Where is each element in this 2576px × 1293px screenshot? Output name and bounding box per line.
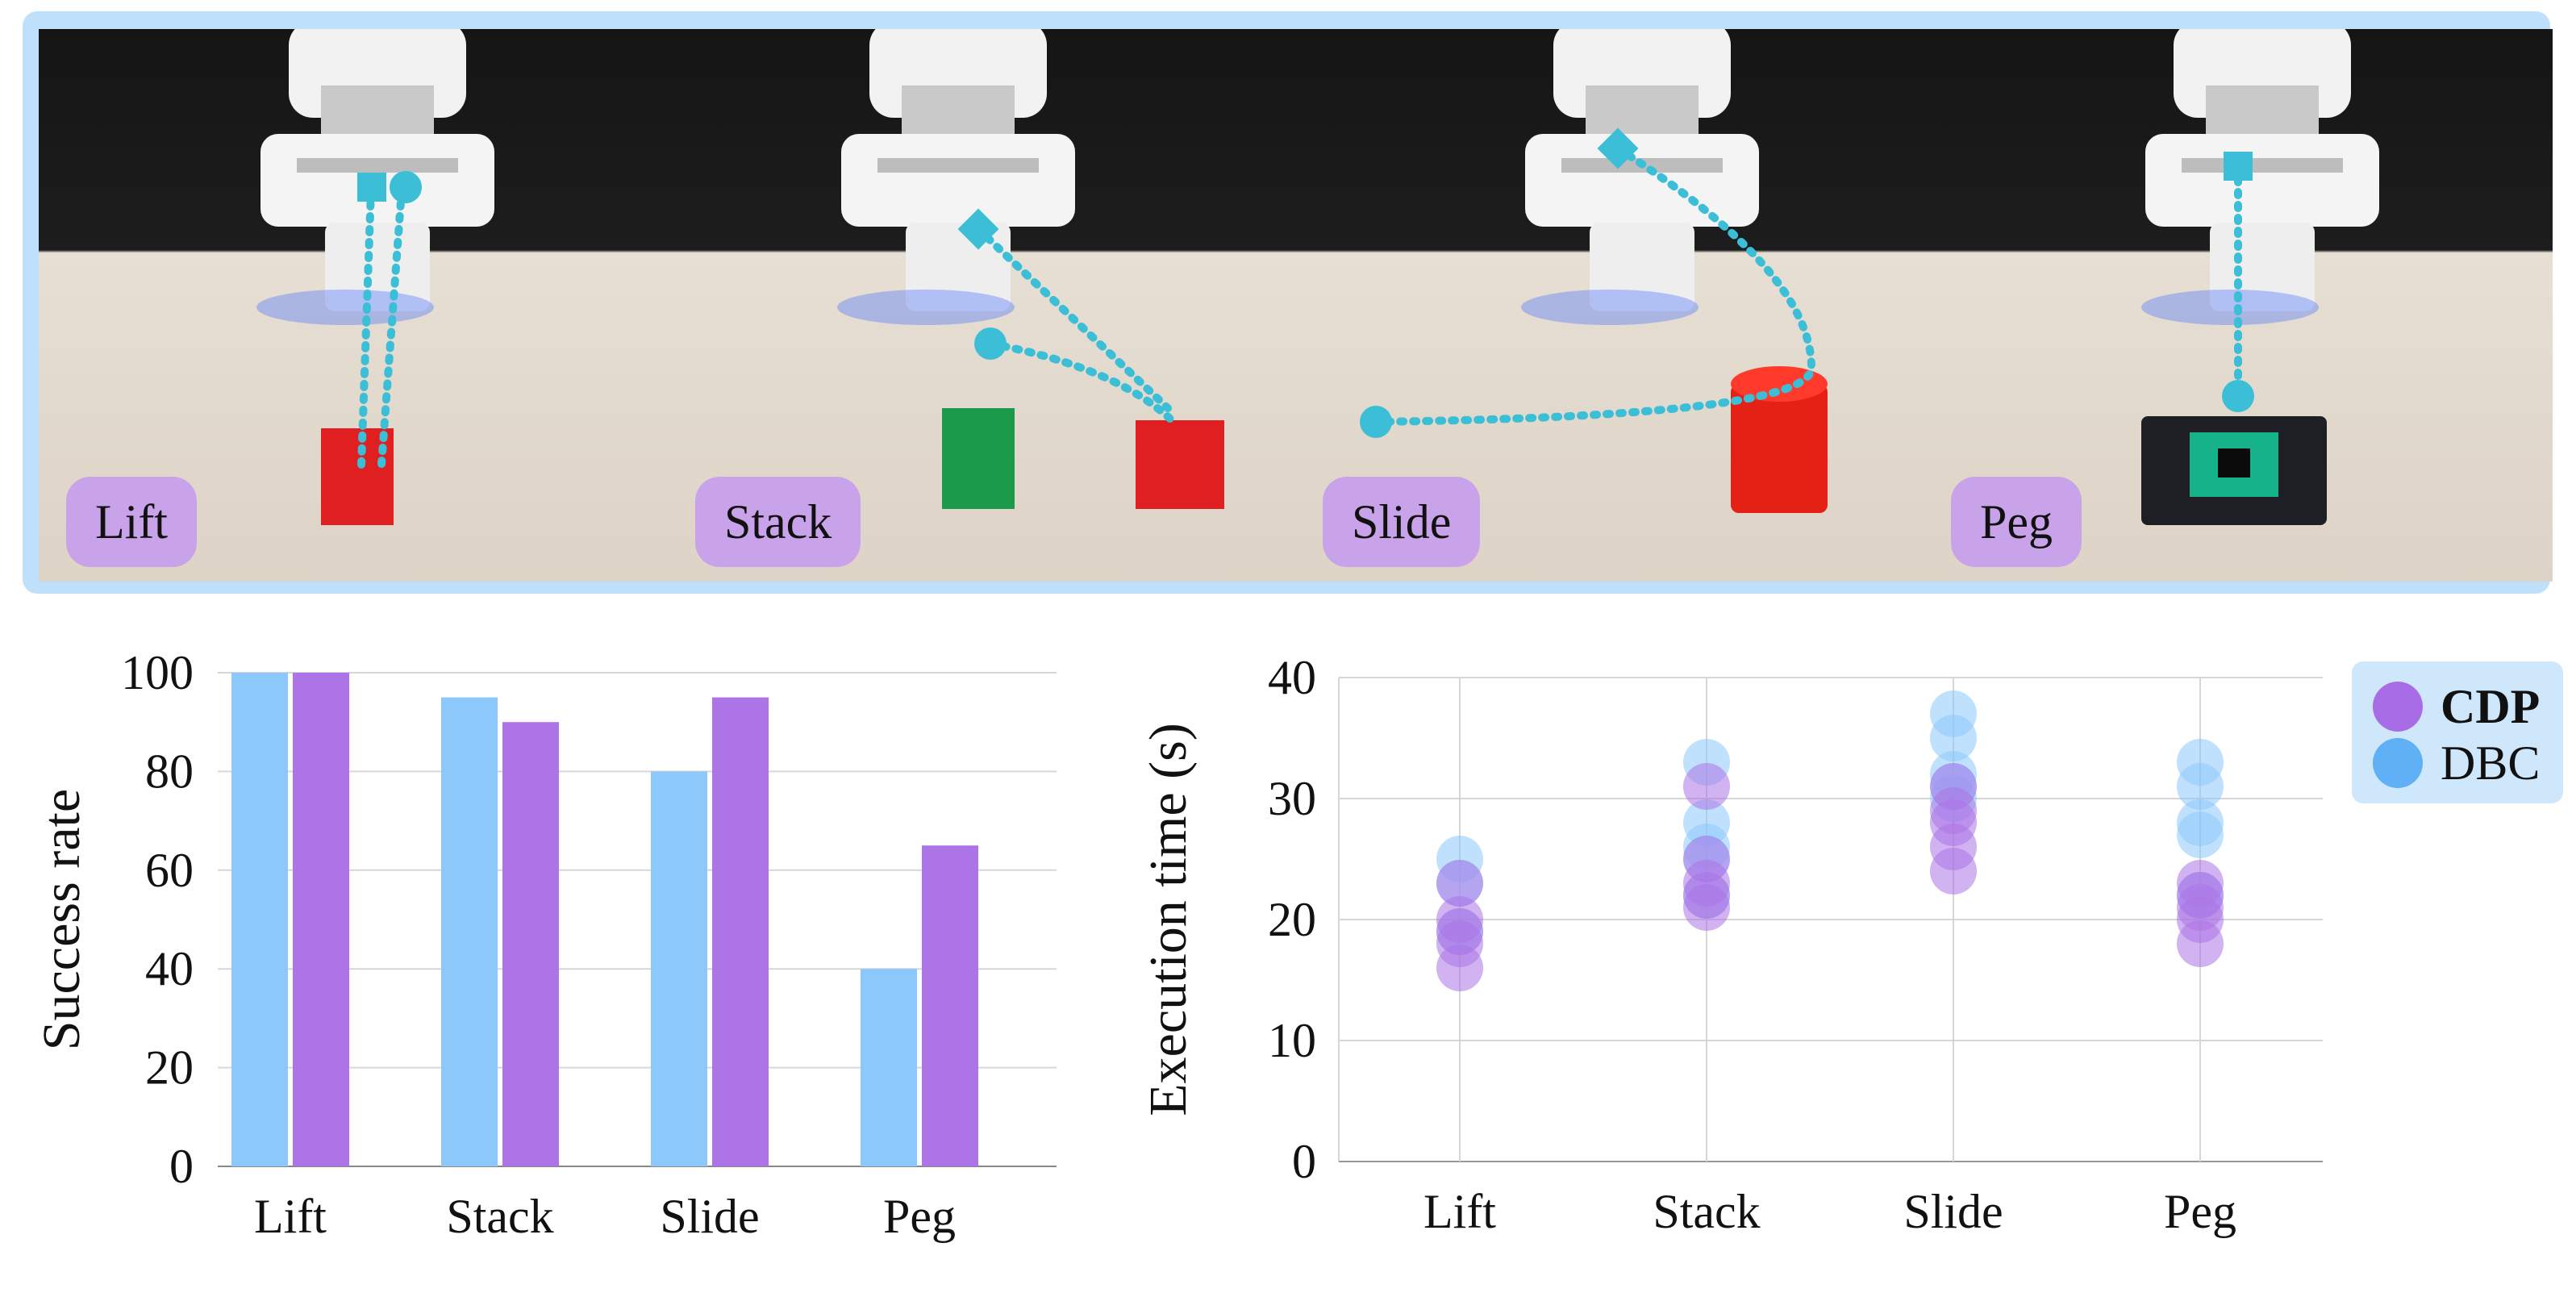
point-cdp-lift <box>1436 860 1483 907</box>
blue-led-glow <box>256 290 434 325</box>
start-marker-diamond <box>957 208 999 250</box>
legend-swatch-cdp <box>2373 682 2423 732</box>
peg-hole <box>2218 448 2250 478</box>
task-label-slide: Slide <box>1323 477 1481 567</box>
legend-item-dbc: DBC <box>2373 736 2540 790</box>
point-cdp-slide <box>1930 848 1977 895</box>
bar-cdp-stack <box>502 722 559 1166</box>
robot-hand <box>1590 223 1694 311</box>
point-cdp-lift <box>1436 945 1483 991</box>
panel-scene <box>1360 29 1828 513</box>
x-tick-label: Stack <box>1653 1185 1760 1238</box>
panel-stack: Stack <box>668 29 1297 582</box>
y-tick-label: 20 <box>1268 893 1316 946</box>
gripper-slot <box>2182 158 2343 173</box>
y-tick-label: 10 <box>1268 1014 1316 1067</box>
x-tick-label: Peg <box>883 1190 956 1243</box>
y-tick-label: 60 <box>145 844 194 897</box>
trajectory-path <box>357 186 375 469</box>
robot-gripper-housing <box>841 134 1075 227</box>
robot-gripper-housing <box>1525 134 1759 227</box>
green-cube <box>942 408 1015 509</box>
y-tick-label: 40 <box>145 942 194 995</box>
y-tick-label: 30 <box>1268 772 1316 825</box>
bar-cdp-slide <box>712 697 769 1166</box>
blue-led-glow <box>837 290 1015 325</box>
blue-led-glow <box>1521 290 1699 325</box>
legend-label-dbc: DBC <box>2441 736 2541 790</box>
x-tick-label: Peg <box>2164 1185 2236 1238</box>
point-dbc-peg <box>2177 811 2224 858</box>
gripper-slot <box>297 158 458 173</box>
robot-hand <box>325 223 430 311</box>
y-axis-label: Success rate <box>32 789 91 1050</box>
goal-marker-circle <box>2222 380 2254 412</box>
y-tick-label: 100 <box>121 646 194 699</box>
trajectory-path <box>974 225 1172 412</box>
y-tick-label: 40 <box>1268 651 1316 704</box>
x-tick-label: Slide <box>660 1190 759 1243</box>
panel-slide: Slide <box>1295 29 1924 582</box>
start-marker-square <box>2224 152 2253 181</box>
point-cdp-peg <box>2177 920 2224 967</box>
bar-dbc-slide <box>651 771 707 1166</box>
legend-swatch-dbc <box>2373 738 2423 788</box>
x-tick-label: Lift <box>1423 1185 1496 1238</box>
robot-gripper-housing <box>2145 134 2379 227</box>
point-dbc-slide <box>1930 715 1977 761</box>
task-label-lift: Lift <box>66 477 197 567</box>
execution-time-scatter-chart: 0 10 20 30 40 Lift Stack Slide Peg Execution time… <box>1139 651 2323 1238</box>
panel-scene <box>837 29 1224 509</box>
success-rate-bar-chart: 0 20 40 60 80 100 Lift Stack Slide Peg Success rat… <box>32 646 1057 1243</box>
y-axis-label: Execution time (s) <box>1139 723 1198 1116</box>
legend-label-cdp: CDP <box>2441 679 2541 733</box>
blue-led-glow <box>2141 290 2319 325</box>
bar-dbc-lift <box>231 673 288 1166</box>
legend: CDP DBC <box>2352 661 2563 803</box>
red-cylinder <box>1731 384 1828 513</box>
y-tick-label: 0 <box>1292 1135 1316 1188</box>
bar-cdp-peg <box>922 845 978 1166</box>
bar-cdp-lift <box>293 673 349 1166</box>
point-cdp-stack <box>1683 884 1730 931</box>
panel-scene <box>2141 29 2379 525</box>
trajectory-path <box>986 340 1180 428</box>
panel-peg: Peg <box>1924 29 2553 582</box>
y-tick-label: 80 <box>145 745 194 798</box>
task-label-peg: Peg <box>1951 477 2082 567</box>
bar-dbc-stack <box>441 697 498 1166</box>
point-cdp-stack <box>1683 763 1730 810</box>
gripper-slot <box>877 158 1039 173</box>
task-label-stack: Stack <box>695 477 861 567</box>
bar-dbc-peg <box>861 969 917 1166</box>
start-marker-square <box>357 173 386 202</box>
x-tick-label: Lift <box>254 1190 327 1243</box>
y-tick-label: 20 <box>145 1041 194 1095</box>
goal-marker-circle <box>1360 406 1392 438</box>
point-dbc-peg <box>2177 763 2224 810</box>
start-marker-diamond <box>1597 127 1639 169</box>
start-marker-circle <box>390 171 422 203</box>
trajectory-path <box>377 186 406 469</box>
y-tick-label: 0 <box>169 1140 194 1193</box>
cylinder-top <box>1731 366 1828 402</box>
red-cube <box>321 428 394 525</box>
x-tick-label: Stack <box>446 1190 553 1243</box>
panel-lift: Lift <box>39 29 668 582</box>
robot-hand <box>906 223 1011 311</box>
goal-marker-circle <box>974 327 1007 360</box>
x-tick-label: Slide <box>1903 1185 2003 1238</box>
trajectory-path <box>1372 144 1816 426</box>
panel-scene <box>256 29 494 525</box>
red-cube <box>1136 420 1224 509</box>
legend-item-cdp: CDP <box>2373 680 2540 733</box>
